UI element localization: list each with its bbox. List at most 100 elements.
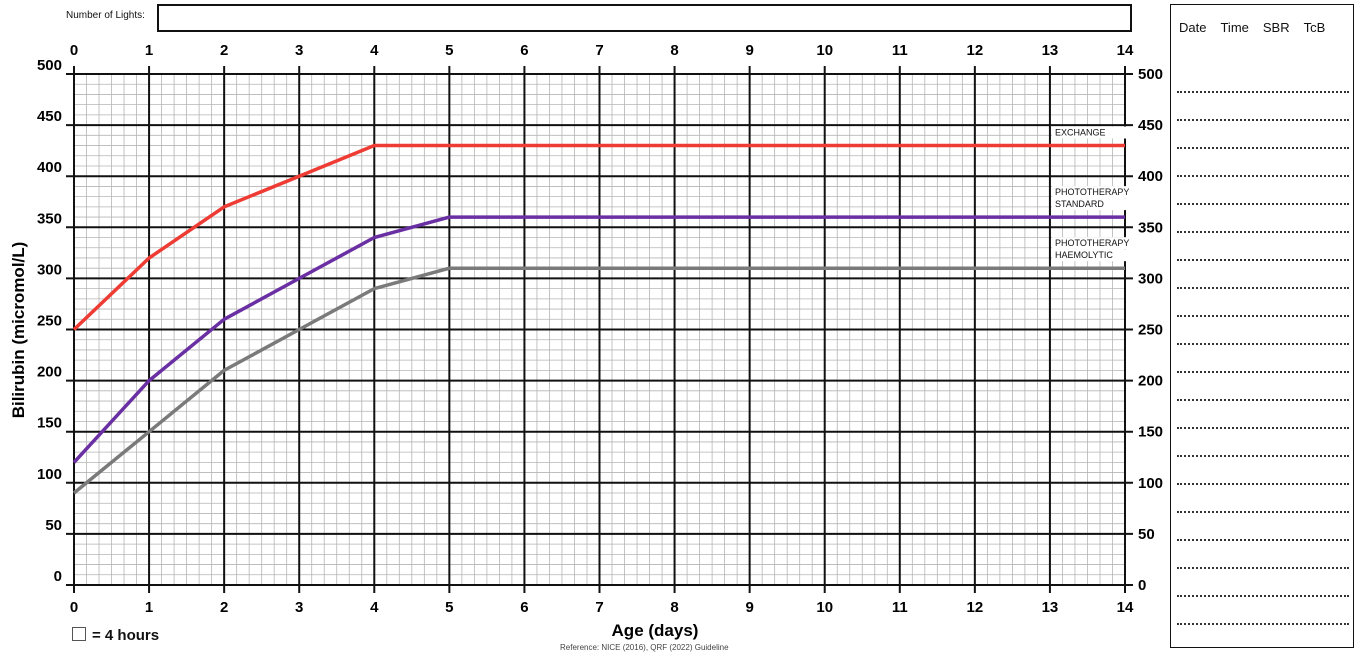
series-line-phototherapy-standard	[72, 215, 1125, 464]
x-tick-label-top: 5	[445, 42, 453, 59]
x-tick-label-bottom: 10	[816, 599, 833, 616]
log-col-sbr: SBR	[1262, 20, 1290, 35]
log-row[interactable]	[1177, 121, 1349, 149]
y-tick-label-left: 350	[37, 210, 62, 227]
y-tick-label-left: 250	[37, 313, 62, 330]
x-tick-label-top: 8	[670, 42, 678, 59]
log-row[interactable]	[1177, 513, 1349, 541]
x-tick-label-bottom: 0	[70, 599, 78, 616]
x-tick-label-top: 12	[967, 42, 984, 59]
log-row[interactable]	[1177, 177, 1349, 205]
y-tick-label-right: 150	[1138, 424, 1163, 441]
series-annotations: EXCHANGE PHOTOTHERAPY STANDARD PHOTOTHERAPY…	[1052, 126, 1129, 262]
lights-label: Number of Lights:	[66, 10, 145, 21]
x-tick-label-bottom: 2	[220, 599, 228, 616]
x-tick-label-top: 14	[1117, 42, 1134, 59]
y-tick-label-right: 300	[1138, 270, 1163, 287]
log-row[interactable]	[1177, 485, 1349, 513]
log-row[interactable]	[1177, 233, 1349, 261]
y-axis-title: Bilirubin (micromol/L)	[9, 242, 28, 419]
log-row[interactable]	[1177, 569, 1349, 597]
y-tick-label-left: 450	[37, 108, 62, 125]
annotation-exchange: EXCHANGE	[1055, 128, 1106, 138]
annotation-bg-phototherapy-standard	[1052, 198, 1128, 211]
annotation-phototherapy-standard: PHOTOTHERAPY	[1055, 187, 1129, 197]
y-tick-label-right: 250	[1138, 322, 1163, 339]
x-tick-label-bottom: 5	[445, 599, 453, 616]
log-row[interactable]	[1177, 65, 1349, 93]
x-tick-label-top: 1	[145, 42, 153, 59]
footer-reference: Reference: NICE (2016), QRF (2022) Guide…	[560, 643, 729, 652]
x-tick-label-top: 6	[520, 42, 528, 59]
x-tick-label-top: 3	[295, 42, 303, 59]
y-tick-label-left: 200	[37, 364, 62, 381]
x-tick-label-bottom: 11	[892, 599, 908, 616]
y-tick-label-right: 100	[1138, 475, 1163, 492]
bilirubin-chart: 0011223344556677889910101111121213131414…	[9, 42, 1163, 640]
x-tick-label-top: 10	[816, 42, 833, 59]
annotation-phototherapy-haemolytic: PHOTOTHERAPY	[1055, 238, 1129, 248]
x-tick-label-bottom: 9	[745, 599, 753, 616]
log-row[interactable]	[1177, 149, 1349, 177]
x-tick-label-bottom: 4	[370, 599, 379, 616]
x-tick-label-top: 0	[70, 42, 78, 59]
y-tick-label-left: 0	[54, 568, 62, 585]
log-row[interactable]	[1177, 261, 1349, 289]
header-bar: Number of Lights:	[0, 0, 1140, 40]
log-row[interactable]	[1177, 289, 1349, 317]
x-tick-label-top: 7	[595, 42, 603, 59]
log-col-date: Date	[1179, 20, 1207, 35]
series-lines	[72, 143, 1125, 495]
y-tick-label-left: 400	[37, 159, 62, 176]
annotation-phototherapy-haemolytic: HAEMOLYTIC	[1055, 250, 1113, 260]
y-tick-label-right: 0	[1138, 577, 1146, 594]
log-header: Date Time SBR TcB	[1171, 5, 1353, 35]
annotation-bg-phototherapy-standard	[1052, 186, 1128, 199]
y-tick-label-left: 100	[37, 466, 62, 483]
log-row[interactable]	[1177, 93, 1349, 121]
y-tick-label-right: 200	[1138, 373, 1163, 390]
annotation-bg-exchange	[1052, 126, 1128, 139]
y-tick-label-right: 350	[1138, 219, 1163, 236]
y-tick-label-left: 50	[45, 517, 62, 534]
x-tick-label-top: 13	[1042, 42, 1059, 59]
log-col-time: Time	[1220, 20, 1249, 35]
log-col-tcb: TcB	[1303, 20, 1326, 35]
x-tick-label-bottom: 6	[520, 599, 528, 616]
x-tick-label-bottom: 12	[967, 599, 984, 616]
log-row[interactable]	[1177, 541, 1349, 569]
log-row[interactable]	[1177, 205, 1349, 233]
annotation-bg-phototherapy-haemolytic	[1052, 249, 1128, 262]
log-row[interactable]	[1177, 317, 1349, 345]
x-tick-label-bottom: 7	[595, 599, 603, 616]
major-grid	[66, 66, 1133, 593]
x-tick-label-bottom: 1	[145, 599, 153, 616]
lights-input[interactable]	[157, 4, 1132, 32]
x-tick-label-bottom: 13	[1042, 599, 1059, 616]
grid-square-swatch	[72, 627, 86, 641]
annotation-phototherapy-standard: STANDARD	[1055, 199, 1104, 209]
x-axis-title: Age (days)	[612, 621, 699, 640]
x-tick-label-top: 11	[892, 42, 908, 59]
y-tick-label-right: 400	[1138, 168, 1163, 185]
x-tick-label-top: 4	[370, 42, 379, 59]
y-tick-label-right: 450	[1138, 117, 1163, 134]
x-tick-label-top: 2	[220, 42, 228, 59]
log-row[interactable]	[1177, 457, 1349, 485]
y-tick-label-right: 50	[1138, 526, 1155, 543]
y-tick-label-right: 500	[1138, 66, 1163, 83]
log-row[interactable]	[1177, 597, 1349, 625]
log-row[interactable]	[1177, 345, 1349, 373]
tick-labels: 0011223344556677889910101111121213131414…	[37, 42, 1163, 616]
series-line-exchange	[72, 143, 1125, 331]
x-tick-label-bottom: 8	[670, 599, 678, 616]
log-row[interactable]	[1177, 373, 1349, 401]
log-row[interactable]	[1177, 429, 1349, 457]
grid-square-legend: = 4 hours	[92, 627, 160, 644]
y-tick-label-left: 500	[37, 57, 62, 74]
y-tick-label-left: 300	[37, 261, 62, 278]
x-tick-label-top: 9	[745, 42, 753, 59]
x-tick-label-bottom: 3	[295, 599, 303, 616]
log-row[interactable]	[1177, 401, 1349, 429]
annotation-bg-phototherapy-haemolytic	[1052, 237, 1128, 250]
